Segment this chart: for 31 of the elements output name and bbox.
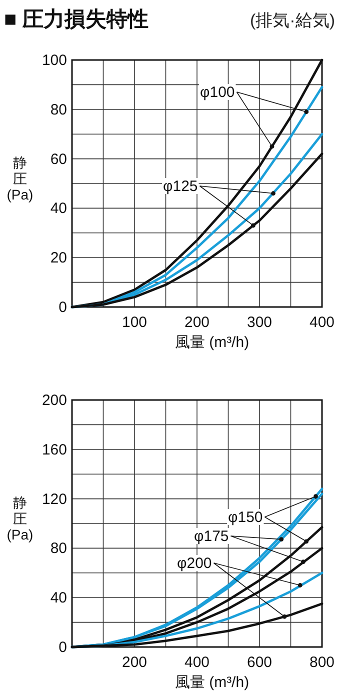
y-tick-label: 120: [42, 490, 67, 508]
chart-subtitle: (排気·給気): [250, 11, 335, 30]
y-tick-label: 100: [42, 52, 67, 69]
y-tick-label: 80: [50, 540, 67, 558]
y-axis-title: 静圧(Pa): [6, 154, 34, 202]
x-axis-title: 風量 (m³/h): [174, 674, 250, 691]
chart-title: ■ 圧力損失特性: [4, 8, 149, 31]
x-tick-label: 200: [122, 654, 148, 671]
x-tick-label: 800: [309, 654, 335, 671]
x-tick-label: 200: [184, 314, 210, 331]
y-tick-label: 60: [50, 150, 67, 168]
x-tick-label: 100: [122, 314, 148, 331]
annotation: φ150: [228, 509, 263, 526]
annotation: φ125: [163, 178, 198, 195]
y-tick-label: 40: [50, 200, 67, 218]
annotation: φ175: [194, 528, 229, 545]
annotation: φ200: [177, 555, 212, 572]
x-tick-label: 600: [246, 654, 272, 671]
x-axis-title: 風量 (m³/h): [174, 334, 250, 351]
x-tick-label: 300: [246, 314, 272, 331]
y-tick-label: 80: [50, 101, 67, 118]
annotation: φ100: [200, 84, 235, 101]
x-tick-label: 400: [184, 654, 210, 671]
y-tick-label: 20: [50, 250, 67, 267]
x-tick-label: 400: [309, 314, 335, 331]
y-tick-label: 200: [42, 392, 67, 409]
y-tick-label: 0: [58, 639, 67, 656]
y-tick-label: 160: [42, 441, 67, 458]
y-tick-label: 0: [58, 299, 67, 316]
y-tick-label: 40: [50, 590, 67, 607]
y-axis-title: 静圧(Pa): [6, 494, 34, 542]
